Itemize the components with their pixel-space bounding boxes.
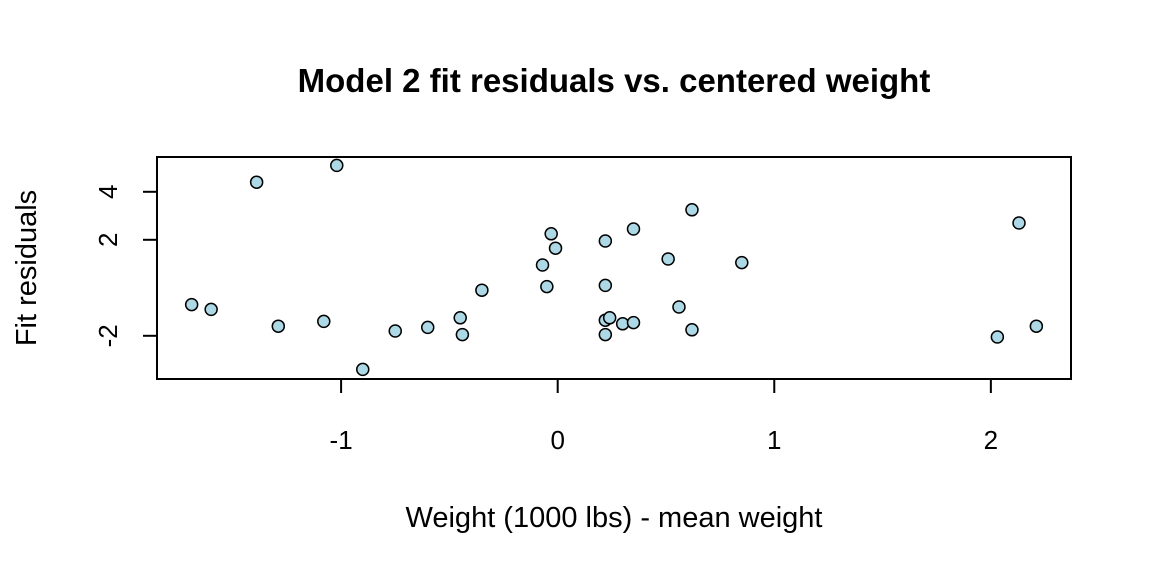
data-point <box>598 234 613 248</box>
y-tick-label: -2 <box>93 324 123 347</box>
data-point <box>317 314 331 329</box>
y-axis-label: Fit residuals <box>11 190 43 346</box>
data-point <box>685 323 699 337</box>
x-tick-label: -1 <box>330 425 353 455</box>
chart-title: Model 2 fit residuals vs. centered weigh… <box>298 62 931 99</box>
data-point <box>356 362 370 377</box>
x-tick-label: 1 <box>767 425 781 455</box>
y-tick-label: 2 <box>93 233 123 247</box>
data-point <box>626 222 641 236</box>
y-tick-label: 4 <box>93 185 123 199</box>
data-point <box>271 319 286 333</box>
data-point <box>1012 216 1026 230</box>
data-point <box>672 300 686 314</box>
data-point <box>735 255 749 270</box>
data-point <box>990 330 1005 344</box>
data-point <box>544 227 558 241</box>
data-point <box>204 302 218 317</box>
data-point <box>420 320 435 335</box>
data-point <box>602 311 617 325</box>
data-point <box>548 241 563 255</box>
data-point <box>540 279 554 294</box>
plot-frame <box>156 156 1072 380</box>
data-point <box>184 297 199 312</box>
x-tick-label: 0 <box>550 425 564 455</box>
axes: -1 0 1 2 -2 2 4 <box>93 156 1072 455</box>
data-point <box>388 324 402 338</box>
x-axis-label: Weight (1000 lbs) - mean weight <box>406 502 823 534</box>
data-point <box>626 315 641 330</box>
data-point <box>453 311 467 325</box>
data-point <box>661 252 675 266</box>
data-point <box>598 278 613 293</box>
data-point <box>249 175 264 189</box>
data-point <box>330 158 344 173</box>
data-points <box>184 158 1044 377</box>
data-point <box>535 258 550 272</box>
x-tick-label: 2 <box>984 425 998 455</box>
data-point <box>475 283 489 297</box>
data-point <box>455 327 470 342</box>
data-point <box>685 203 699 217</box>
data-point <box>598 327 613 342</box>
data-point <box>1029 319 1044 333</box>
